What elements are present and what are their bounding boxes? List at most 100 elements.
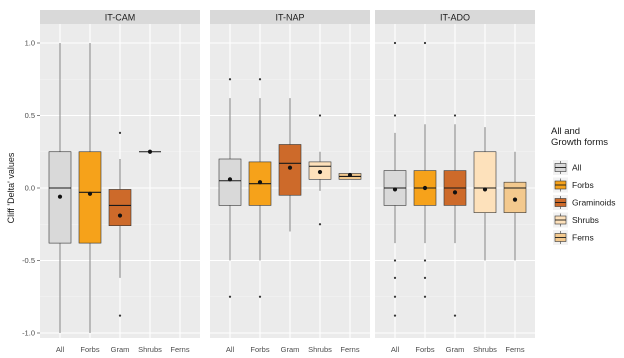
box-iqr [218,158,242,206]
box-iqr [278,144,302,196]
y-axis: -1.0 -0.5 0.0 0.5 1.0 [22,39,40,338]
outlier-point [118,314,122,317]
x-tick-label: Forbs [415,345,434,354]
mean-point [512,197,518,202]
outlier-point [393,259,397,262]
x-tick-label: Shrubs [308,345,332,354]
y-axis-title: Cliff 'Delta' values [6,152,16,223]
outlier-point [423,259,427,262]
y-tick-label: -1.0 [22,329,35,338]
panel-it-cam: IT-CAM All Forbs Gram Shrubs Ferns [40,10,200,354]
box-iqr [473,151,497,213]
x-tick-label: Gram [446,345,465,354]
outlier-point [393,295,397,298]
panel-strip [40,10,200,24]
legend-label: All [572,163,582,173]
x-tick-label: Ferns [505,345,524,354]
panel-strip-label: IT-NAP [275,13,304,23]
box-all [48,43,72,333]
box-shrubs [308,114,332,226]
outlier-point [393,114,397,117]
outlier-point [318,114,322,117]
box-ferns [503,151,527,261]
box-forbs [413,41,437,298]
outlier-point [228,295,232,298]
box-all [218,78,242,298]
outlier-point [318,223,322,226]
mean-point [482,187,488,192]
box-iqr [108,189,132,226]
mean-point [347,172,353,178]
legend-title-line: All and [551,126,580,137]
mean-point [422,185,428,191]
box-gram [278,98,302,232]
outlier-point [423,295,427,298]
mean-point [87,191,93,196]
mean-point [117,213,123,218]
y-tick-label: 0.5 [25,111,35,120]
panels: IT-CAM All Forbs Gram Shrubs Ferns IT-NAP All Fo… [22,10,535,354]
x-tick-label: Shrubs [138,345,162,354]
x-tick-label: Ferns [340,345,359,354]
outlier-point [423,276,427,279]
x-tick-label: Gram [111,345,130,354]
mean-point [257,180,263,185]
box-iqr [503,181,527,213]
mean-point [392,187,398,192]
legend-entry-all: All [553,160,582,175]
outlier-point [393,41,397,45]
legend-entry-forbs: Forbs [553,177,594,193]
legend-entry-ferns: Ferns [553,230,594,245]
y-tick-label: 1.0 [25,39,35,48]
x-tick-label: Ferns [170,345,189,354]
box-all [383,41,407,317]
mean-point [317,169,323,175]
legend-label: Graminoids [572,198,615,208]
outlier-point [393,276,397,279]
mean-point [227,177,233,182]
x-tick-label: All [56,345,65,354]
x-tick-label: Shrubs [473,345,497,354]
legend-entry-graminoids: Graminoids [553,195,615,210]
legend-label: Ferns [572,233,594,243]
panel-strip-label: IT-ADO [440,13,470,23]
legend-entry-shrubs: Shrubs [553,212,599,228]
legend-label: Forbs [572,180,594,190]
box-forbs [78,43,102,333]
box-gram [443,114,467,317]
y-tick-label: -0.5 [22,256,35,265]
mean-point [57,194,63,199]
x-tick-label: Forbs [250,345,269,354]
outlier-point [393,314,397,317]
outlier-point [228,78,232,81]
panel-it-ado: IT-ADO All Forbs Gram Shrubs Ferns [375,10,535,354]
x-tick-label: Forbs [80,345,99,354]
box-shrubs [139,149,161,154]
panel-strip [210,10,370,24]
outlier-point [258,295,262,298]
y-tick-label: 0.0 [25,184,35,193]
x-tick-label: All [391,345,400,354]
outlier-point [258,78,262,81]
outlier-point [423,41,427,45]
x-tick-label: All [226,345,235,354]
panel-strip-label: IT-CAM [105,13,136,23]
box-iqr [78,151,102,244]
panel-it-nap: IT-NAP All Forbs Gram Shrubs Ferns [210,10,370,354]
mean-point [287,165,293,170]
panel-strip [375,10,535,24]
legend-title-line: Growth forms [551,137,608,148]
outlier-point [118,131,122,134]
x-tick-label: Gram [281,345,300,354]
mean-point [147,149,153,154]
outlier-point [453,114,457,117]
box-shrubs [473,127,497,261]
box-ferns [338,172,362,180]
box-gram [108,131,132,317]
outlier-point [453,314,457,317]
box-forbs [248,78,272,298]
legend-label: Shrubs [572,215,599,225]
mean-point [452,190,458,195]
